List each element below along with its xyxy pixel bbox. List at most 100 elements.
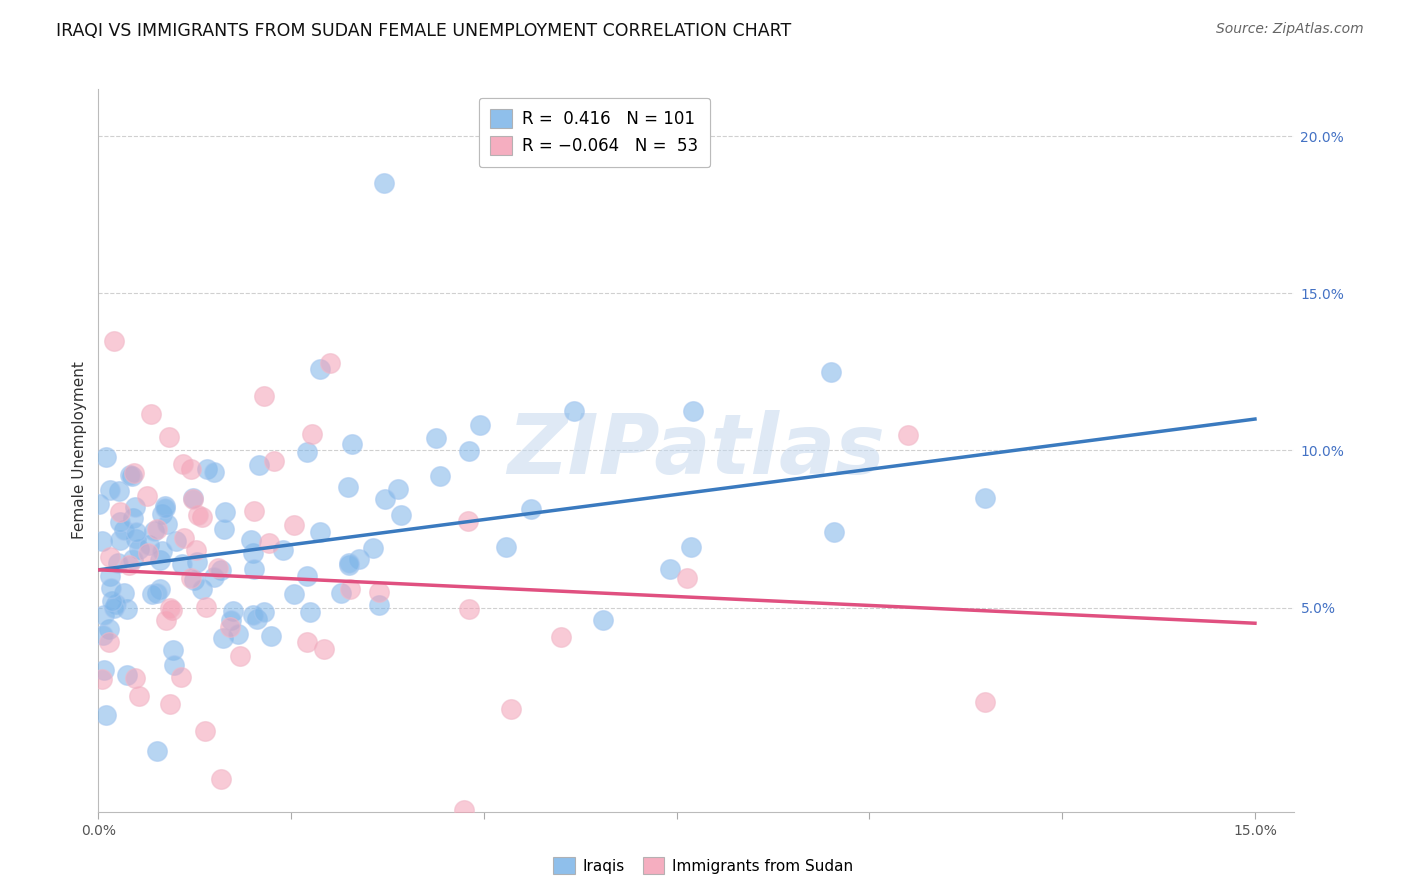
Point bbox=[897, 427, 920, 442]
Point bbox=[162, 603, 184, 617]
Point bbox=[242, 607, 264, 622]
Point bbox=[157, 430, 180, 444]
Point bbox=[136, 546, 159, 560]
Point bbox=[974, 695, 997, 709]
Point bbox=[195, 462, 218, 476]
Point bbox=[110, 505, 132, 519]
Point bbox=[149, 582, 172, 596]
Point bbox=[226, 627, 249, 641]
Point bbox=[184, 542, 207, 557]
Point bbox=[458, 602, 481, 616]
Point bbox=[247, 458, 270, 473]
Point bbox=[169, 671, 191, 685]
Point bbox=[143, 524, 166, 538]
Point bbox=[122, 510, 145, 524]
Point bbox=[212, 631, 235, 645]
Point bbox=[295, 445, 318, 459]
Point bbox=[93, 607, 115, 622]
Legend: Iraqis, Immigrants from Sudan: Iraqis, Immigrants from Sudan bbox=[547, 851, 859, 880]
Point bbox=[246, 612, 269, 626]
Point bbox=[155, 614, 177, 628]
Point bbox=[98, 549, 121, 564]
Point bbox=[520, 502, 543, 516]
Point bbox=[139, 408, 162, 422]
Point bbox=[122, 466, 145, 480]
Point bbox=[221, 603, 243, 617]
Point bbox=[243, 561, 266, 575]
Text: Source: ZipAtlas.com: Source: ZipAtlas.com bbox=[1216, 22, 1364, 37]
Point bbox=[93, 663, 115, 677]
Point bbox=[149, 553, 172, 567]
Point bbox=[363, 541, 385, 555]
Point bbox=[387, 482, 409, 496]
Point bbox=[295, 634, 318, 648]
Point bbox=[368, 585, 391, 599]
Point bbox=[150, 544, 173, 558]
Legend: R =  0.416   N = 101, R = −0.064   N =  53: R = 0.416 N = 101, R = −0.064 N = 53 bbox=[479, 97, 710, 167]
Point bbox=[263, 454, 285, 468]
Point bbox=[180, 462, 202, 476]
Point bbox=[457, 443, 479, 458]
Point bbox=[337, 556, 360, 570]
Point bbox=[121, 552, 143, 566]
Point bbox=[172, 458, 194, 472]
Point bbox=[319, 355, 342, 369]
Point bbox=[162, 643, 184, 657]
Point bbox=[367, 598, 389, 612]
Point bbox=[159, 601, 181, 615]
Point bbox=[457, 514, 479, 528]
Point bbox=[135, 489, 157, 503]
Text: IRAQI VS IMMIGRANTS FROM SUDAN FEMALE UNEMPLOYMENT CORRELATION CHART: IRAQI VS IMMIGRANTS FROM SUDAN FEMALE UN… bbox=[56, 22, 792, 40]
Point bbox=[98, 483, 121, 498]
Point bbox=[301, 427, 323, 442]
Point bbox=[239, 533, 262, 547]
Point bbox=[676, 571, 699, 585]
Point bbox=[253, 606, 276, 620]
Point bbox=[242, 546, 264, 560]
Point bbox=[89, 497, 111, 511]
Point bbox=[187, 508, 209, 522]
Point bbox=[257, 536, 280, 550]
Point bbox=[349, 552, 371, 566]
Point bbox=[194, 599, 217, 614]
Point bbox=[97, 635, 120, 649]
Point bbox=[501, 702, 523, 716]
Point bbox=[202, 465, 225, 479]
Point bbox=[124, 500, 146, 514]
Point bbox=[592, 613, 614, 627]
Point bbox=[96, 707, 118, 722]
Point bbox=[659, 562, 682, 576]
Point bbox=[453, 803, 475, 817]
Point bbox=[820, 365, 842, 379]
Point bbox=[682, 404, 704, 418]
Point bbox=[340, 437, 363, 451]
Point bbox=[104, 597, 127, 611]
Point bbox=[283, 587, 305, 601]
Point bbox=[153, 501, 176, 516]
Point bbox=[183, 573, 205, 587]
Point bbox=[190, 582, 212, 596]
Point bbox=[429, 469, 451, 483]
Point bbox=[91, 533, 114, 548]
Point bbox=[125, 525, 148, 540]
Point bbox=[120, 467, 142, 482]
Point bbox=[495, 540, 517, 554]
Point bbox=[339, 582, 361, 597]
Point bbox=[299, 605, 322, 619]
Point bbox=[201, 822, 224, 836]
Point bbox=[191, 510, 214, 524]
Point bbox=[146, 586, 169, 600]
Point bbox=[112, 585, 135, 599]
Point bbox=[100, 582, 122, 596]
Point bbox=[181, 491, 204, 505]
Point bbox=[823, 525, 845, 540]
Point bbox=[679, 540, 702, 554]
Point bbox=[242, 503, 264, 517]
Point bbox=[181, 491, 204, 506]
Point bbox=[110, 533, 132, 547]
Point bbox=[562, 404, 585, 418]
Point bbox=[470, 418, 492, 433]
Point bbox=[91, 628, 114, 642]
Point bbox=[252, 389, 274, 403]
Point bbox=[209, 563, 232, 577]
